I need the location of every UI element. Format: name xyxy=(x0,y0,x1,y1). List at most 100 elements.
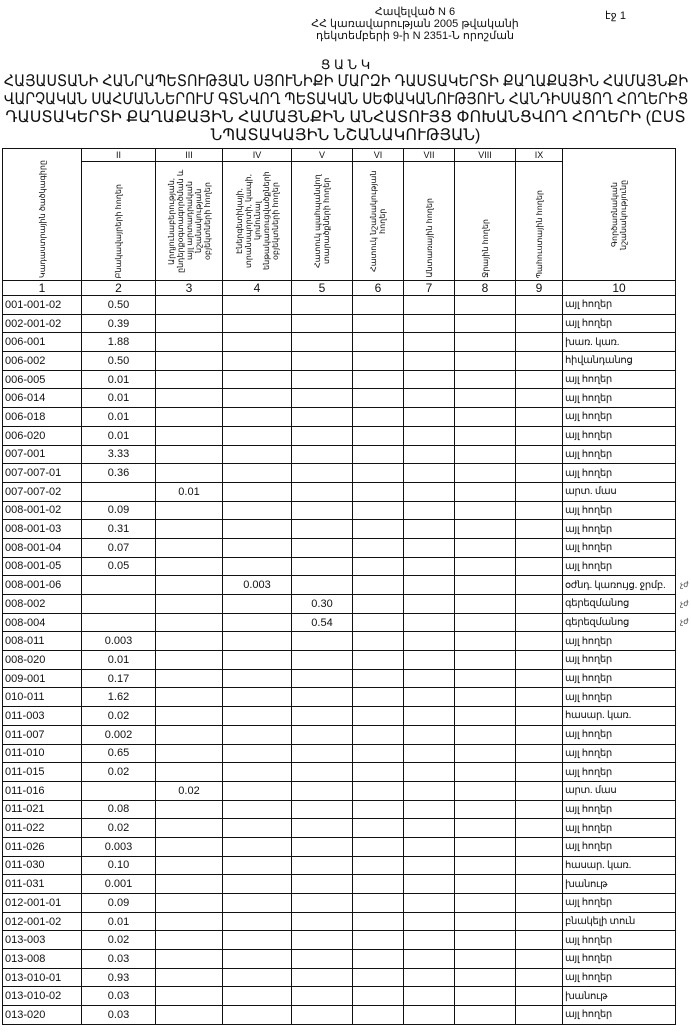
empty-cell xyxy=(403,407,455,427)
empty-cell xyxy=(155,612,223,633)
empty-cell xyxy=(155,631,223,652)
empty-cell xyxy=(352,668,404,689)
cadastral-code: 008-002 xyxy=(2,594,82,614)
annex-date: դեկտեմբերի 9-ի N 2351-Ն որոշման xyxy=(316,30,514,42)
empty-cell xyxy=(81,780,156,801)
empty-cell xyxy=(454,295,516,315)
empty-cell xyxy=(222,500,292,521)
area-value: 0.36 xyxy=(81,463,156,483)
empty-cell xyxy=(222,407,292,427)
document-title-line-4: ՆՊԱՏԱԿԱՅԻՆ ՆՇԱՆԱԿՈՒԹՅԱՆ) xyxy=(210,127,481,144)
empty-cell xyxy=(291,631,353,652)
table-row: 009-001 0.17 այլ հողեր xyxy=(2,668,676,689)
cadastral-code: 011-022 xyxy=(2,818,82,838)
area-value: 0.01 xyxy=(155,481,223,502)
empty-cell xyxy=(403,743,455,764)
margin-note: չժ xyxy=(680,579,689,589)
empty-cell xyxy=(291,930,353,951)
land-use: բնակելի տուն xyxy=(562,911,676,932)
column-number: 9 xyxy=(515,280,563,296)
empty-cell xyxy=(155,762,223,782)
empty-cell xyxy=(155,575,223,595)
empty-cell xyxy=(454,893,516,913)
empty-cell xyxy=(403,369,455,390)
table-row: 011-021 0.08 այլ հողեր xyxy=(2,799,676,820)
area-value: 0.05 xyxy=(81,556,156,577)
empty-cell xyxy=(155,1005,223,1025)
area-value: 0.01 xyxy=(81,407,156,427)
cadastral-code: 011-003 xyxy=(2,706,82,726)
area-value: 0.01 xyxy=(81,388,156,409)
empty-cell xyxy=(222,743,292,764)
empty-cell xyxy=(352,650,404,670)
cadastral-code: 006-002 xyxy=(2,351,82,371)
empty-cell xyxy=(155,818,223,838)
margin-note: չժ xyxy=(680,617,689,627)
cadastral-code: 008-004 xyxy=(2,612,82,633)
empty-cell xyxy=(454,369,516,390)
empty-cell xyxy=(155,351,223,371)
land-use: հասար. կառ. xyxy=(562,855,676,876)
column-number-row: 1 2 3 4 5 6 7 8 9 10 xyxy=(2,280,676,296)
empty-cell xyxy=(222,295,292,315)
land-use: այլ հողեր xyxy=(562,743,676,764)
cadastral-code: 006-014 xyxy=(2,388,82,409)
empty-cell xyxy=(403,444,455,465)
empty-cell xyxy=(291,295,353,315)
land-use: այլ հողեր xyxy=(562,724,676,745)
area-value: 0.01 xyxy=(81,911,156,932)
empty-cell xyxy=(454,780,516,801)
empty-cell xyxy=(454,855,516,876)
empty-cell xyxy=(155,967,223,988)
empty-cell xyxy=(515,594,563,614)
cadastral-code: 008-001-02 xyxy=(2,500,82,521)
cadastral-code: 006-005 xyxy=(2,369,82,390)
empty-cell xyxy=(291,407,353,427)
column-number: 1 xyxy=(2,280,82,296)
empty-cell xyxy=(291,575,353,595)
empty-cell xyxy=(515,444,563,465)
cadastral-code: 006-018 xyxy=(2,407,82,427)
empty-cell xyxy=(291,836,353,857)
table-row: 011-003 0.02 հասար. կառ. xyxy=(2,706,676,726)
document-heading: Ց Ա Ն Կ xyxy=(320,57,371,72)
table-row: 006-001 1.88 խառ. կառ. xyxy=(2,332,676,353)
empty-cell xyxy=(291,388,353,409)
empty-cell xyxy=(222,836,292,857)
empty-cell xyxy=(454,519,516,539)
column-header: Հատուկ նշանակության հողեր xyxy=(352,161,404,281)
empty-cell xyxy=(352,855,404,876)
table-row: 013-010-02 0.03 խանութ xyxy=(2,986,676,1007)
empty-cell xyxy=(222,967,292,988)
land-use: այլ հողեր xyxy=(562,930,676,951)
empty-cell xyxy=(291,799,353,820)
empty-cell xyxy=(222,874,292,894)
empty-cell xyxy=(352,687,404,708)
area-value: 0.50 xyxy=(81,351,156,371)
empty-cell xyxy=(222,668,292,689)
roman-numeral: IV xyxy=(222,148,292,162)
cadastral-code: 007-007-01 xyxy=(2,463,82,483)
empty-cell xyxy=(291,855,353,876)
empty-cell xyxy=(352,407,404,427)
land-use: այլ հողեր xyxy=(562,369,676,390)
empty-cell xyxy=(352,1005,404,1025)
annex-decision: ՀՀ կառավարության 2005 թվականի xyxy=(311,18,519,30)
empty-cell xyxy=(515,295,563,315)
empty-cell xyxy=(155,930,223,951)
table-row: 010-011 1.62 այլ հողեր xyxy=(2,687,676,708)
empty-cell xyxy=(291,874,353,894)
area-value: 0.003 xyxy=(81,631,156,652)
empty-cell xyxy=(403,893,455,913)
empty-cell xyxy=(291,500,353,521)
land-use: այլ հողեր xyxy=(562,893,676,913)
empty-cell xyxy=(222,949,292,969)
empty-cell xyxy=(155,687,223,708)
table-row: 012-001-01 0.09 այլ հողեր xyxy=(2,893,676,913)
empty-cell xyxy=(454,706,516,726)
empty-cell xyxy=(403,799,455,820)
cadastral-code: 011-010 xyxy=(2,743,82,764)
empty-cell xyxy=(454,332,516,353)
empty-cell xyxy=(352,500,404,521)
empty-cell xyxy=(454,687,516,708)
